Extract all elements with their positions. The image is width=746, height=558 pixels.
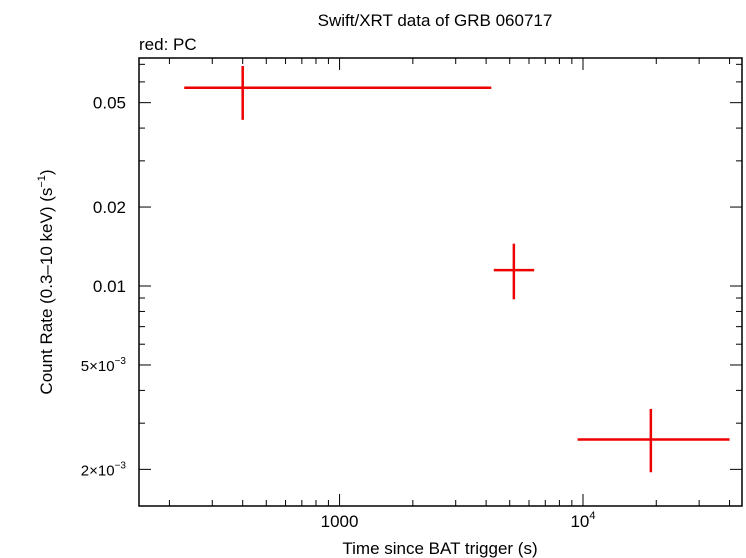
x-axis-label: Time since BAT trigger (s) <box>342 539 537 558</box>
y-tick-label-base: 0.02 <box>93 198 126 217</box>
x-tick-label-base: 1000 <box>321 512 359 531</box>
y-tick-label-base: 2×10 <box>81 462 115 479</box>
y-tick-label: 0.01 <box>93 277 126 296</box>
chart-subtitle: red: PC <box>139 35 197 54</box>
y-tick-label: 2×10−3 <box>81 460 127 479</box>
y-axis-label-main: Count Rate (0.3–10 keV) (s <box>37 188 56 395</box>
axis-ticks <box>139 58 742 506</box>
data-point <box>577 408 730 473</box>
x-tick-label: 1000 <box>321 512 359 531</box>
y-tick-label: 0.05 <box>93 94 126 113</box>
y-tick-label-exp: −3 <box>115 460 127 471</box>
x-tick-label: 104 <box>570 510 595 531</box>
data-point <box>184 65 492 120</box>
y-tick-label: 0.02 <box>93 198 126 217</box>
y-tick-label-base: 5×10 <box>81 358 115 375</box>
y-tick-label-exp: −3 <box>115 356 127 367</box>
y-tick-label: 5×10−3 <box>81 356 127 375</box>
y-axis-label-end: ) <box>37 169 56 175</box>
chart-title: Swift/XRT data of GRB 060717 <box>318 11 553 30</box>
y-axis-label-sup: −1 <box>36 175 48 188</box>
y-axis-label: Count Rate (0.3–10 keV) (s−1) <box>36 169 56 394</box>
x-tick-label-exp: 4 <box>589 510 595 522</box>
y-tick-label-base: 0.05 <box>93 94 126 113</box>
plot-frame <box>138 57 743 507</box>
data-series <box>184 65 730 473</box>
x-tick-label-base: 10 <box>570 512 589 531</box>
data-point <box>493 243 535 300</box>
y-tick-label-base: 0.01 <box>93 277 126 296</box>
